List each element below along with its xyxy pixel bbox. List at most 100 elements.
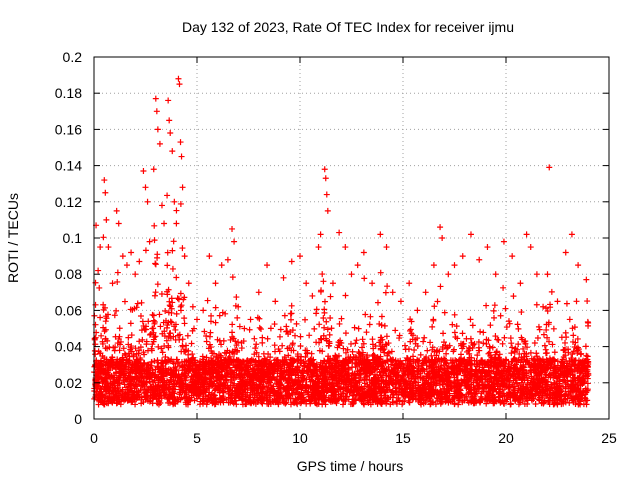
data-point-bg [306,332,313,339]
data-point-bg [340,345,347,352]
data-point-bg [508,350,515,357]
data-point-bg [492,333,499,340]
data-point-bg [134,300,141,307]
data-point-bg [184,332,191,339]
data-point-bg [353,337,360,344]
data-point-bg [181,294,188,301]
data-point-bg [374,299,381,306]
data-point-bg [410,353,417,360]
data-point-bg [480,329,487,336]
data-point-bg [272,348,279,355]
data-point-bg [515,371,522,378]
grid-lines [94,57,609,419]
data-point-bg [382,289,389,296]
data-point-bg [544,271,551,278]
data-point-bg [97,314,104,321]
data-point-bg [319,271,326,278]
data-point-bg [541,342,548,349]
data-point-bg [302,316,309,323]
data-point-bg [427,339,434,346]
data-point-bg [440,330,447,337]
data-point-bg [401,342,408,349]
data-point-bg [320,314,327,321]
data-point-bg [506,320,513,327]
data-point-bg [524,397,531,404]
data-point-bg [161,332,168,339]
data-point-bg [176,331,183,338]
data-point-bg [159,349,166,356]
data-point-bg [360,340,367,347]
data-point-bg [181,315,188,322]
data-point-bg [152,289,159,296]
data-point-bg [366,321,373,328]
data-point-bg [370,345,377,352]
data-points [91,75,592,408]
data-point-bg [510,293,517,300]
data-point-bg [584,353,591,360]
data-point-bg [177,290,184,297]
data-point-bg [145,318,152,325]
data-point-bg [497,312,504,319]
data-point-bg [256,324,263,331]
data-point-bg [125,341,132,348]
data-point-bg [551,349,558,356]
data-point-bg [399,401,406,408]
data-point-bg [201,328,208,335]
data-point-bg [533,350,540,357]
data-point-bg [120,345,127,352]
data-point-bg [483,302,490,309]
data-point-bg [264,335,271,342]
data-point-bg [320,332,327,339]
data-point-bg [480,340,487,347]
data-point-bg [532,400,539,407]
data-point-bg [451,311,458,318]
data-point-bg [218,341,225,348]
data-point-bg [342,349,349,356]
data-point-bg [449,321,456,328]
data-point-bg [292,332,299,339]
data-point-bg [181,320,188,327]
data-point-bg [150,317,157,324]
data-point-bg [137,313,144,320]
data-point-bg [441,309,448,316]
data-point-bg [584,298,591,305]
data-point-bg [151,334,158,341]
data-point-bg [500,284,507,291]
data-point-bg [127,320,134,327]
data-point-bg [234,314,241,321]
data-point-bg [128,332,135,339]
data-point-bg [392,327,399,334]
data-point-bg [515,325,522,332]
data-point-bg [420,338,427,345]
data-point-bg [204,297,211,304]
data-point-bg [172,326,179,333]
data-point-bg [437,283,444,290]
data-point-bg [496,351,503,358]
data-point-bg [411,346,418,353]
data-point-bg [583,401,590,408]
data-point-bg [189,351,196,358]
data-point-bg [534,334,541,341]
data-point-bg [279,342,286,349]
data-point-bg [524,357,531,364]
data-point-bg [173,274,180,281]
data-point-bg [367,313,374,320]
data-point-bg [100,301,107,308]
data-point-bg [164,262,171,269]
data-point-bg [212,304,219,311]
data-point-bg [167,330,174,337]
data-point-bg [136,338,143,345]
data-point-bg [507,401,514,408]
data-point-bg [433,352,440,359]
data-point-bg [470,341,477,348]
data-point-bg [235,339,242,346]
data-point-bg [351,324,358,331]
data-point-bg [359,349,366,356]
data-point-bg [353,397,360,404]
data-point-bg [283,323,290,330]
data-point-bg [318,336,325,343]
data-point-bg [499,386,506,393]
data-point-bg [328,325,335,332]
